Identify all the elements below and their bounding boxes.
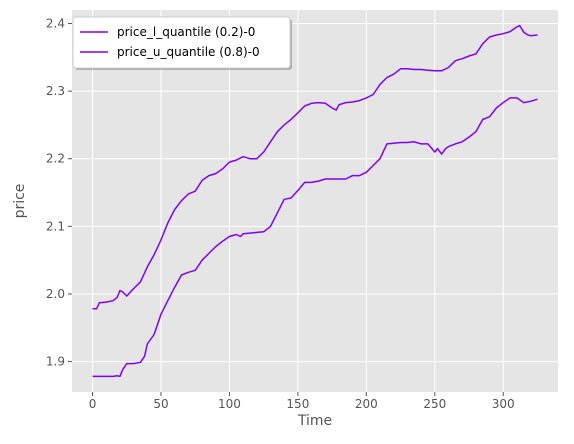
y-tick-label: 1.9 bbox=[46, 355, 65, 369]
x-tick-label: 100 bbox=[218, 397, 241, 411]
x-tick-label: 300 bbox=[492, 397, 515, 411]
x-tick-label: 150 bbox=[286, 397, 309, 411]
y-tick-label: 2.3 bbox=[46, 84, 65, 98]
y-tick-label: 2.1 bbox=[46, 219, 65, 233]
series-line-1 bbox=[92, 24, 538, 310]
legend-box bbox=[72, 16, 291, 69]
legend-label: price_l_quantile (0.2)-0 bbox=[117, 25, 255, 39]
x-tick-label: 200 bbox=[355, 397, 378, 411]
legend-label: price_u_quantile (0.8)-0 bbox=[117, 45, 260, 59]
y-axis-label: price bbox=[12, 184, 28, 219]
x-tick-label: 0 bbox=[89, 397, 97, 411]
x-axis-label: Time bbox=[297, 413, 332, 429]
plot-background bbox=[72, 10, 558, 392]
y-tick-label: 2.2 bbox=[46, 152, 65, 166]
series-line-0 bbox=[92, 97, 538, 378]
x-tick-label: 50 bbox=[153, 397, 168, 411]
x-tick-label: 250 bbox=[423, 397, 446, 411]
y-tick-label: 2.0 bbox=[46, 287, 65, 301]
y-tick-label: 2.4 bbox=[46, 17, 65, 31]
